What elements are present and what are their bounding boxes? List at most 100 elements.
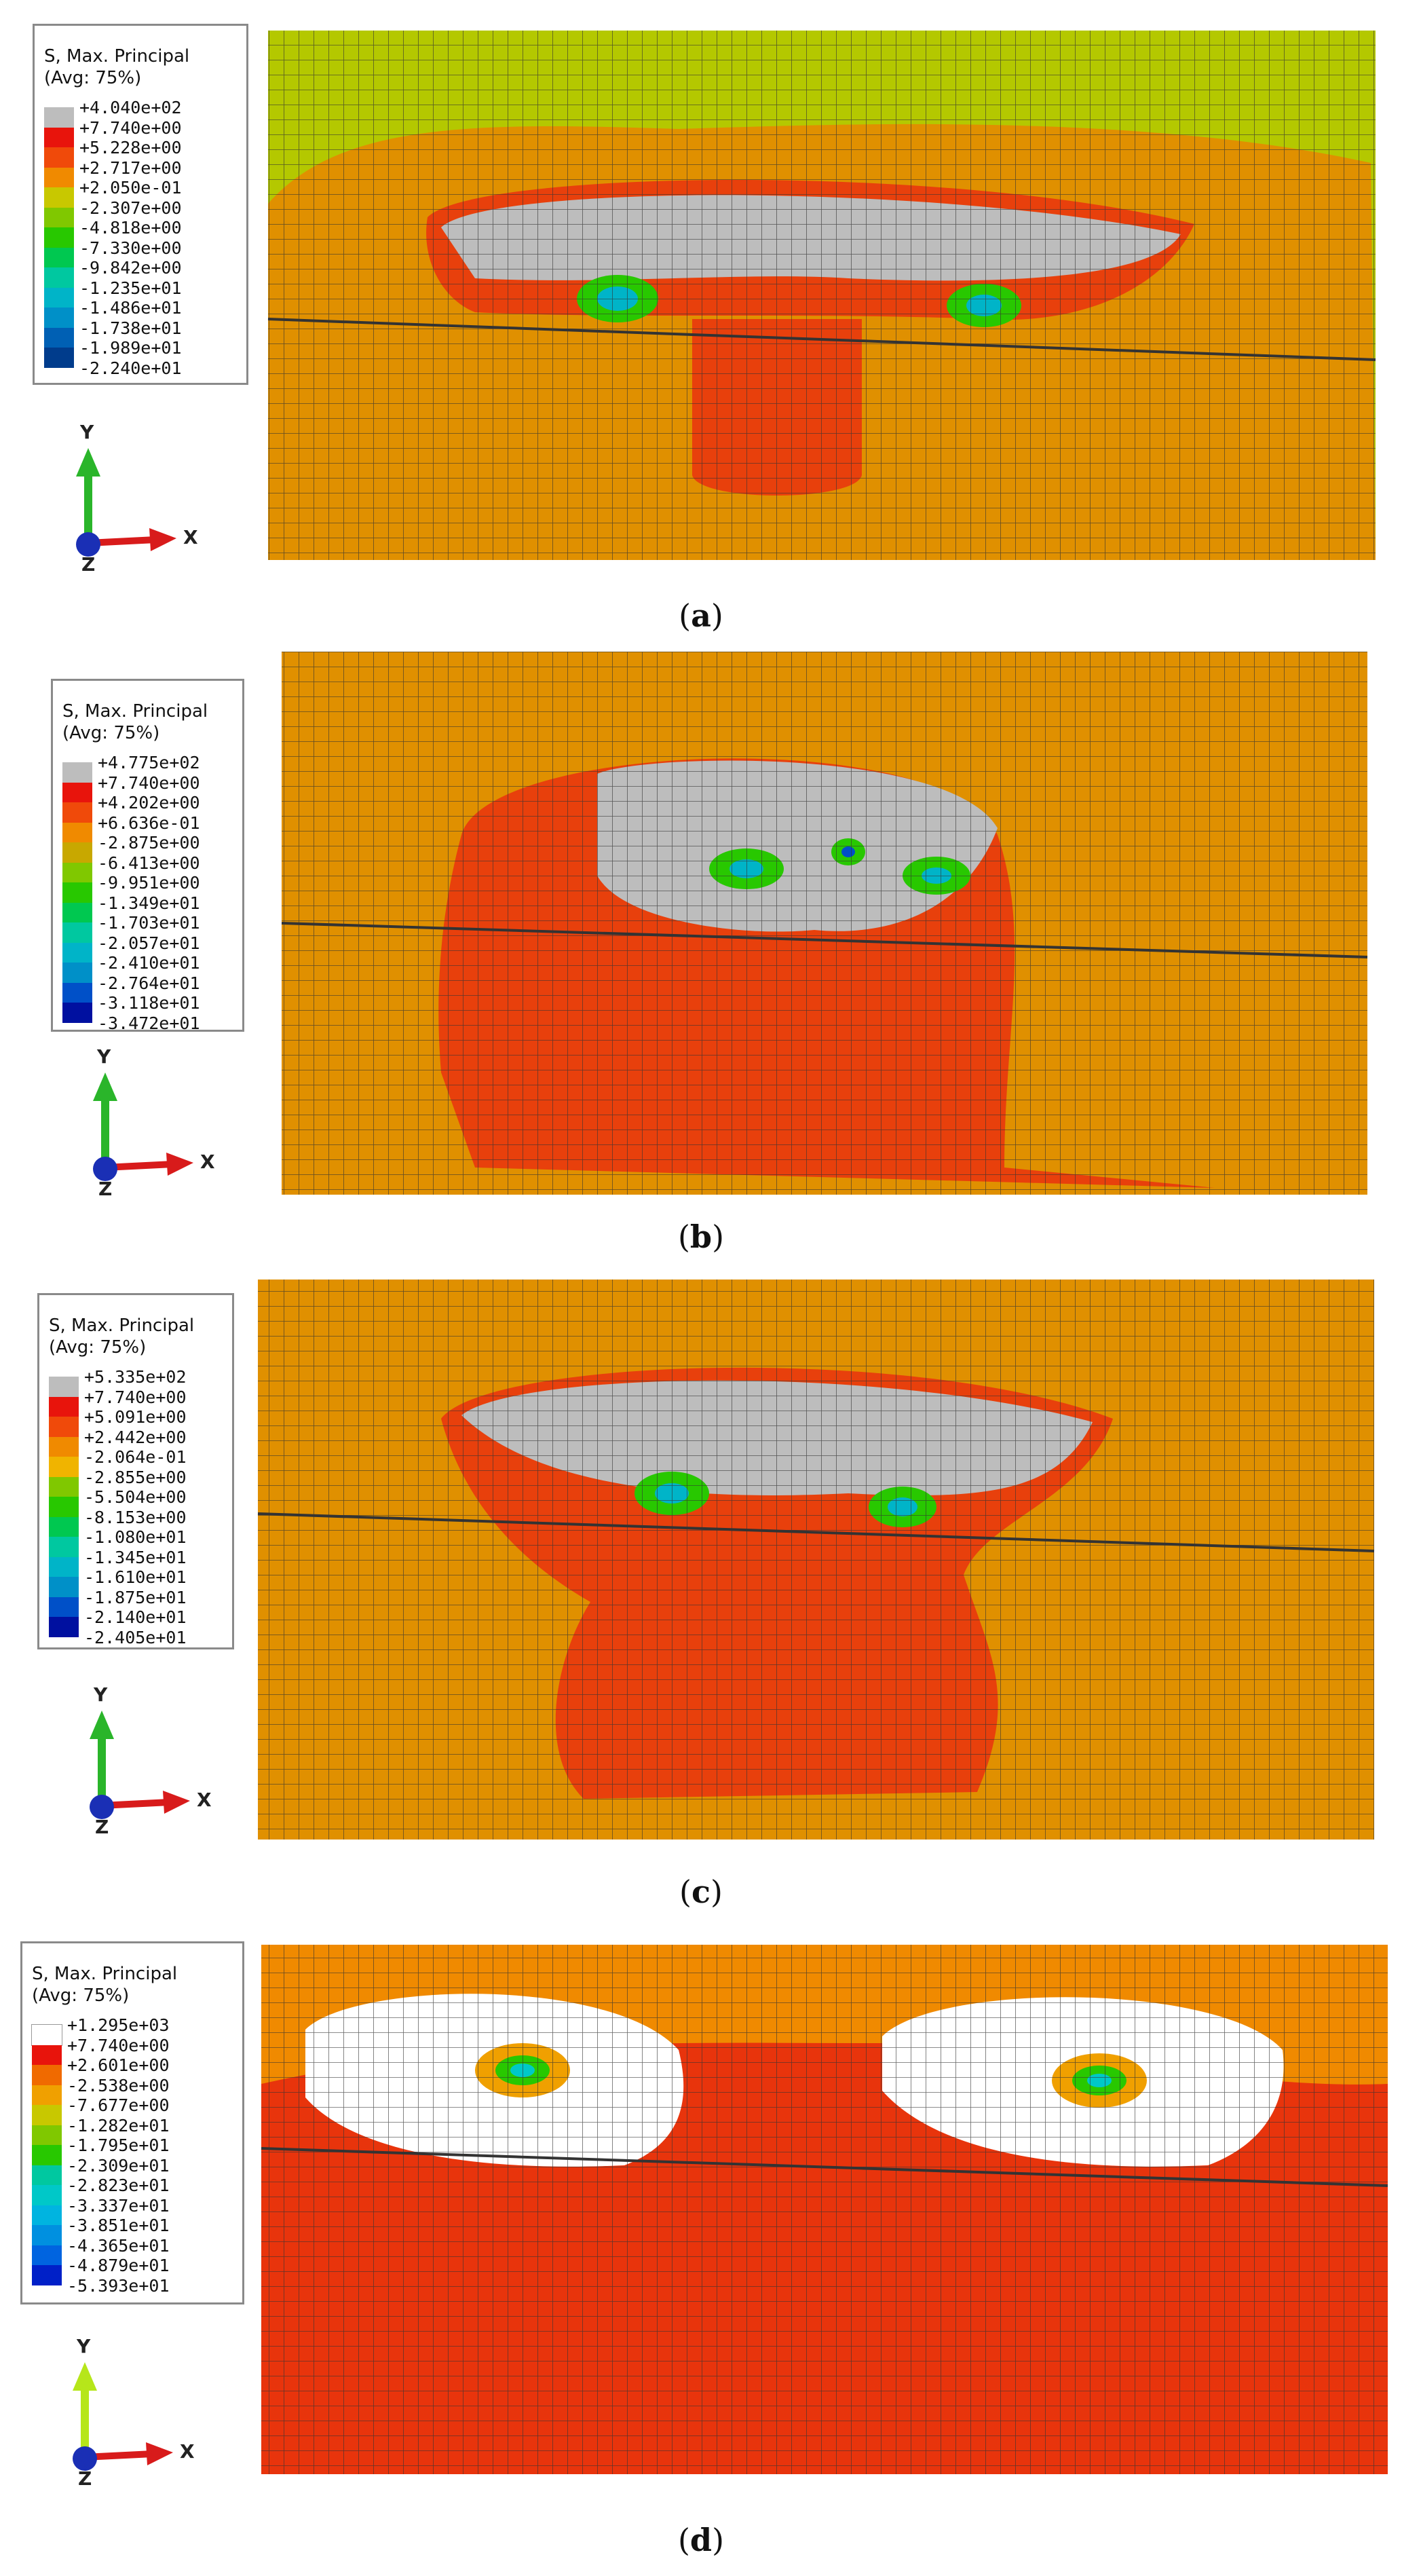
legend-swatch <box>62 982 92 1003</box>
legend-swatch <box>31 2024 62 2046</box>
legend-value: -3.472e+01 <box>98 1013 200 1033</box>
legend-value: -2.855e+00 <box>84 1467 187 1487</box>
legend-swatch <box>44 207 74 227</box>
legend-swatch <box>49 1617 79 1637</box>
legend-value: -3.851e+01 <box>67 2216 170 2235</box>
legend-swatch <box>49 1377 79 1397</box>
legend-swatch <box>62 1003 92 1023</box>
fea-contour-plot-b <box>281 652 1368 1195</box>
axis-label-y: Y <box>94 1683 108 1706</box>
legend-value: +7.740e+00 <box>67 2035 170 2055</box>
legend-swatch <box>32 2085 62 2105</box>
legend-value: -2.405e+01 <box>84 1627 187 1647</box>
axis-triad: Y X Z <box>54 1683 231 1840</box>
legend-value: -1.349e+01 <box>98 893 200 913</box>
axis-label-y: Y <box>80 421 94 443</box>
legend-value: -1.486e+01 <box>79 298 182 318</box>
legend-swatch <box>44 327 74 348</box>
legend-value: +5.335e+02 <box>84 1367 187 1387</box>
legend-swatch <box>49 1597 79 1617</box>
legend-value: -2.309e+01 <box>67 2155 170 2176</box>
legend-swatch <box>44 107 74 128</box>
legend-subtitle: (Avg: 75%) <box>32 1985 130 2006</box>
legend-value: -1.080e+01 <box>84 1527 187 1547</box>
legend-swatch <box>32 2185 62 2205</box>
legend-swatch <box>32 2105 62 2125</box>
legend-value: -3.118e+01 <box>98 993 200 1013</box>
legend-value: -3.337e+01 <box>67 2195 170 2216</box>
fea-contour-plot-c <box>257 1280 1375 1840</box>
axis-label-x: X <box>180 2440 195 2463</box>
legend-value: -1.282e+01 <box>67 2115 170 2135</box>
axis-label-z: Z <box>95 1816 109 1838</box>
legend-swatch <box>32 2245 62 2265</box>
legend-swatch <box>32 2205 62 2225</box>
legend-swatch <box>32 2265 62 2285</box>
axis-triad-icon <box>76 448 176 557</box>
legend-value: -4.365e+01 <box>67 2235 170 2256</box>
legend-title: S, Max. Principal <box>49 1315 195 1336</box>
legend-value: -9.842e+00 <box>79 258 182 278</box>
legend-title: S, Max. Principal <box>44 46 190 67</box>
axis-triad: Y X Z <box>41 421 217 577</box>
legend-value: -7.330e+00 <box>79 238 182 258</box>
legend-swatch <box>49 1436 79 1457</box>
legend-swatch <box>44 287 74 307</box>
legend-value: -2.538e+00 <box>67 2075 170 2095</box>
legend-swatch <box>62 882 92 903</box>
legend-value: -2.140e+01 <box>84 1607 187 1627</box>
legend-swatch <box>44 227 74 248</box>
contour-legend: S, Max. Principal (Avg: 75%) +4.775e+02 +… <box>51 679 244 1033</box>
legend-value: -2.410e+01 <box>98 953 200 973</box>
axis-label-x: X <box>200 1151 215 1173</box>
legend-value: -2.240e+01 <box>79 358 182 378</box>
axis-label-y: Y <box>77 2335 91 2357</box>
legend-value: -2.875e+00 <box>98 833 200 853</box>
legend-swatch <box>62 862 92 882</box>
legend-swatch <box>49 1457 79 1477</box>
caption: (a) <box>679 597 723 634</box>
contour-legend: S, Max. Principal (Avg: 75%) +1.295e+03 +… <box>20 1941 244 2304</box>
legend-value: -8.153e+00 <box>84 1507 187 1527</box>
legend-value: -6.413e+00 <box>98 853 200 873</box>
axis-triad: Y X Z <box>37 2335 214 2491</box>
legend-swatch <box>62 822 92 842</box>
caption-label: d <box>689 2522 713 2558</box>
legend-swatch <box>32 2125 62 2145</box>
legend-swatch <box>62 802 92 823</box>
legend-swatch <box>32 2065 62 2085</box>
legend-swatch <box>62 842 92 863</box>
legend-value: +4.202e+00 <box>98 793 200 813</box>
legend-swatch <box>49 1417 79 1437</box>
legend-swatch <box>49 1497 79 1517</box>
legend-subtitle: (Avg: 75%) <box>44 68 142 88</box>
fea-contour-plot-d <box>261 1945 1388 2474</box>
legend-swatch <box>44 187 74 208</box>
caption-label: c <box>691 1873 711 1910</box>
legend-swatch <box>49 1516 79 1537</box>
legend-swatch <box>62 902 92 922</box>
fea-contour-plot-a <box>267 31 1376 560</box>
legend-value: -2.057e+01 <box>98 933 200 953</box>
axis-label-z: Z <box>78 2467 92 2490</box>
legend-swatch <box>44 167 74 187</box>
axis-triad-icon <box>73 2362 173 2471</box>
legend-value: +2.717e+00 <box>79 157 182 178</box>
legend-value: -9.951e+00 <box>98 873 200 893</box>
legend-swatch <box>62 942 92 963</box>
contour-legend: S, Max. Principal (Avg: 75%) +5.335e+02 +… <box>37 1293 234 1649</box>
caption: (b) <box>677 1218 725 1255</box>
legend-value: -1.875e+01 <box>84 1587 187 1607</box>
legend-value: -1.795e+01 <box>67 2135 170 2155</box>
axis-label-z: Z <box>81 553 96 576</box>
legend-swatch <box>49 1556 79 1577</box>
legend-subtitle: (Avg: 75%) <box>49 1337 147 1358</box>
legend-swatch <box>62 922 92 943</box>
legend-swatch <box>62 762 92 783</box>
legend-value: -7.677e+00 <box>67 2095 170 2115</box>
legend-title: S, Max. Principal <box>62 701 208 722</box>
legend-swatch <box>44 348 74 368</box>
legend-value: -1.738e+01 <box>79 318 182 338</box>
legend-swatch <box>62 963 92 983</box>
caption: (c) <box>679 1873 723 1910</box>
